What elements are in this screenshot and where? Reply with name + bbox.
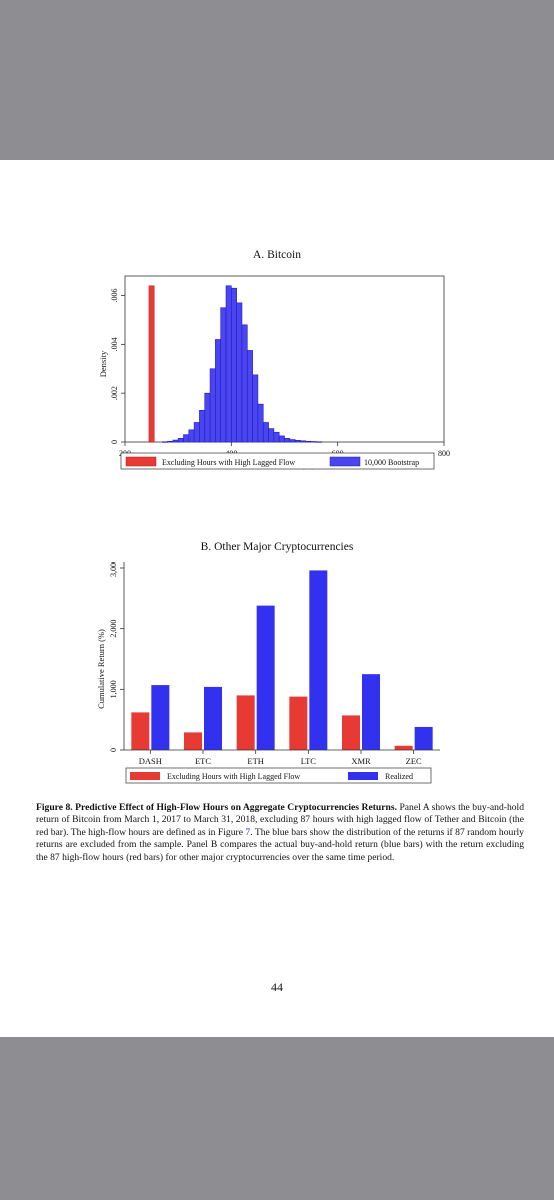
caption-text-2: . The blue bars show the distribution of… xyxy=(36,826,524,863)
bootstrap-bar xyxy=(177,438,184,443)
category-label-etc: ETC xyxy=(195,756,211,766)
bitcoin-histogram-chart: 200400600800Cumulative Return (%)0.002.0… xyxy=(98,275,450,470)
bootstrap-bar xyxy=(262,422,269,443)
plot-frame xyxy=(124,275,445,443)
legend-blue-label: 10,000 Bootstrap xyxy=(364,458,419,467)
bootstrap-bar xyxy=(220,307,227,443)
excluded-bar-etc xyxy=(184,732,202,750)
bootstrap-bar xyxy=(268,428,275,443)
figure-link[interactable]: 7 xyxy=(245,826,251,838)
y-tick-label: 3,000 xyxy=(109,562,118,577)
category-label-ltc: LTC xyxy=(301,756,317,766)
legend-blue-swatch xyxy=(329,456,361,467)
excluded-bar-zec xyxy=(394,745,413,750)
realized-bar-dash xyxy=(151,685,170,750)
realized-bar-eth xyxy=(256,605,275,750)
y-tick-label: 0 xyxy=(109,748,118,752)
figure-caption: Figure 8. Predictive Effect of High-Flow… xyxy=(36,802,524,864)
legend-red-label: Excluding Hours with High Lagged Flow xyxy=(162,458,295,467)
caption-title: Figure 8. Predictive Effect of High-Flow… xyxy=(36,802,397,813)
category-label-xmr: XMR xyxy=(351,756,371,766)
panel-b-title: B. Other Major Cryptocurrencies xyxy=(200,541,354,553)
legend-red-swatch xyxy=(125,456,157,467)
realized-bar-xmr xyxy=(362,674,380,750)
excluded-hours-bar xyxy=(148,285,155,443)
category-label-zec: ZEC xyxy=(406,756,422,766)
bootstrap-bar xyxy=(225,285,232,443)
bootstrap-bar xyxy=(316,441,323,443)
bootstrap-bar xyxy=(209,368,216,443)
y-tick-label: 0 xyxy=(110,440,119,444)
bootstrap-bar xyxy=(236,302,243,443)
page-number: 44 xyxy=(271,980,283,994)
bootstrap-bar xyxy=(231,287,237,443)
excluded-bar-ltc xyxy=(289,696,308,750)
realized-bar-etc xyxy=(204,686,222,750)
legend-blue-label: Realized xyxy=(385,772,413,781)
excluded-bar-dash xyxy=(131,712,150,750)
bootstrap-bar xyxy=(241,324,248,443)
bootstrap-bar xyxy=(188,429,195,443)
bootstrap-bar xyxy=(215,339,221,443)
bootstrap-bar xyxy=(284,438,291,443)
bootstrap-bar xyxy=(193,422,200,443)
bootstrap-bar xyxy=(300,440,307,443)
bootstrap-bar xyxy=(172,439,179,443)
bootstrap-bar xyxy=(161,441,168,443)
bootstrap-bar xyxy=(305,440,312,443)
cryptocurrencies-bar-chart: DASH ETC ETH LTC XMR ZEC 0 1,000 2,000 3,000 Cumul… xyxy=(96,562,440,784)
y-axis-label: Cumulative Return (%) xyxy=(96,629,106,709)
document-page: A. Bitcoin 200400600800Cumulative Return… xyxy=(0,160,554,1037)
caption-text-1: Panel A shows the buy-and-hold return of… xyxy=(36,802,524,838)
legend-blue-swatch xyxy=(348,772,378,780)
bootstrap-bar xyxy=(167,440,174,443)
category-label-eth: ETH xyxy=(247,756,264,766)
y-tick-label: .004 xyxy=(110,337,119,351)
panel-a-title: A. Bitcoin xyxy=(253,249,301,261)
bootstrap-bar xyxy=(252,374,259,443)
realized-bar-ltc xyxy=(309,570,328,750)
realized-bar-zec xyxy=(414,726,433,750)
y-tick-label: 1,000 xyxy=(109,680,118,698)
bootstrap-bar xyxy=(289,439,296,443)
y-axis-label: Density xyxy=(98,350,108,377)
bootstrap-bar xyxy=(246,350,253,443)
bootstrap-bar xyxy=(294,439,301,443)
y-tick-label: .006 xyxy=(110,289,119,303)
legend-red-label: Excluding Hours with High Lagged Flow xyxy=(167,772,300,781)
bootstrap-bar xyxy=(199,409,206,443)
bootstrap-bar xyxy=(257,403,264,443)
category-label-dash: DASH xyxy=(139,756,162,766)
bootstrap-bar xyxy=(183,434,190,443)
excluded-bar-xmr xyxy=(342,715,360,750)
x-tick-label: 800 xyxy=(438,449,450,458)
y-tick-label: .002 xyxy=(110,386,119,400)
bootstrap-bar xyxy=(273,431,280,443)
legend-red-swatch xyxy=(130,772,160,780)
bootstrap-bar xyxy=(204,392,211,443)
bootstrap-bar xyxy=(310,441,317,443)
bootstrap-bar xyxy=(278,435,285,443)
y-tick-label: 2,000 xyxy=(109,620,118,638)
excluded-bar-eth xyxy=(236,695,255,750)
